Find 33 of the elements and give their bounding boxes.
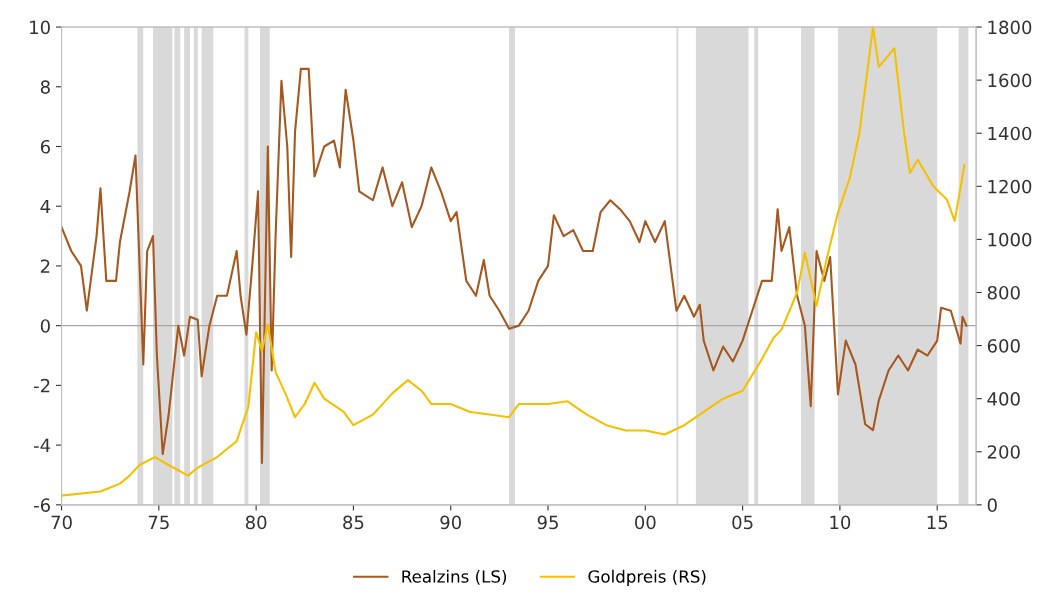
y2-tick-label: 1400: [988, 126, 1032, 141]
x-tick-label: 75: [148, 515, 169, 530]
y-tick-label: 2: [40, 259, 50, 273]
y-tick-label: 10: [30, 20, 50, 35]
y2-tick-label: 0: [987, 498, 997, 512]
x-tick-label: 10: [830, 515, 851, 530]
y-tick-label: 8: [40, 80, 50, 94]
x-tick-label: 15: [927, 515, 948, 530]
y2-tick-label: 1800: [988, 20, 1032, 35]
x-tick-label: 80: [245, 515, 267, 530]
y-tick-label: -2: [34, 378, 50, 393]
line-series: [61, 27, 966, 497]
y2-tick-label: 1600: [988, 73, 1032, 88]
y2-tick-label: 1200: [988, 179, 1032, 194]
y2-tick-label: 600: [987, 339, 1020, 353]
x-tick-label: 90: [440, 515, 462, 530]
y2-tick-label: 1000: [988, 232, 1032, 247]
y-tick-label: -4: [34, 438, 51, 452]
y-tick-label: 6: [40, 139, 50, 154]
y2-tick-label: 200: [987, 445, 1020, 459]
x-tick-label: 00: [635, 515, 656, 530]
legend-label: Realzins (LS): [402, 569, 507, 585]
line-series: [61, 67, 968, 465]
legend-label: Goldpreis (RS): [588, 569, 706, 586]
x-tick-label: 70: [51, 515, 72, 530]
x-tick-label: 05: [732, 515, 753, 530]
y2-tick-label: 400: [987, 392, 1020, 406]
x-tick-label: 95: [537, 515, 558, 530]
y2-tick-label: 800: [987, 285, 1020, 300]
y-tick-label: -6: [34, 498, 50, 512]
y-tick-label: 4: [40, 199, 51, 214]
y-tick-label: 0: [40, 319, 50, 333]
x-tick-label: 85: [343, 515, 364, 530]
